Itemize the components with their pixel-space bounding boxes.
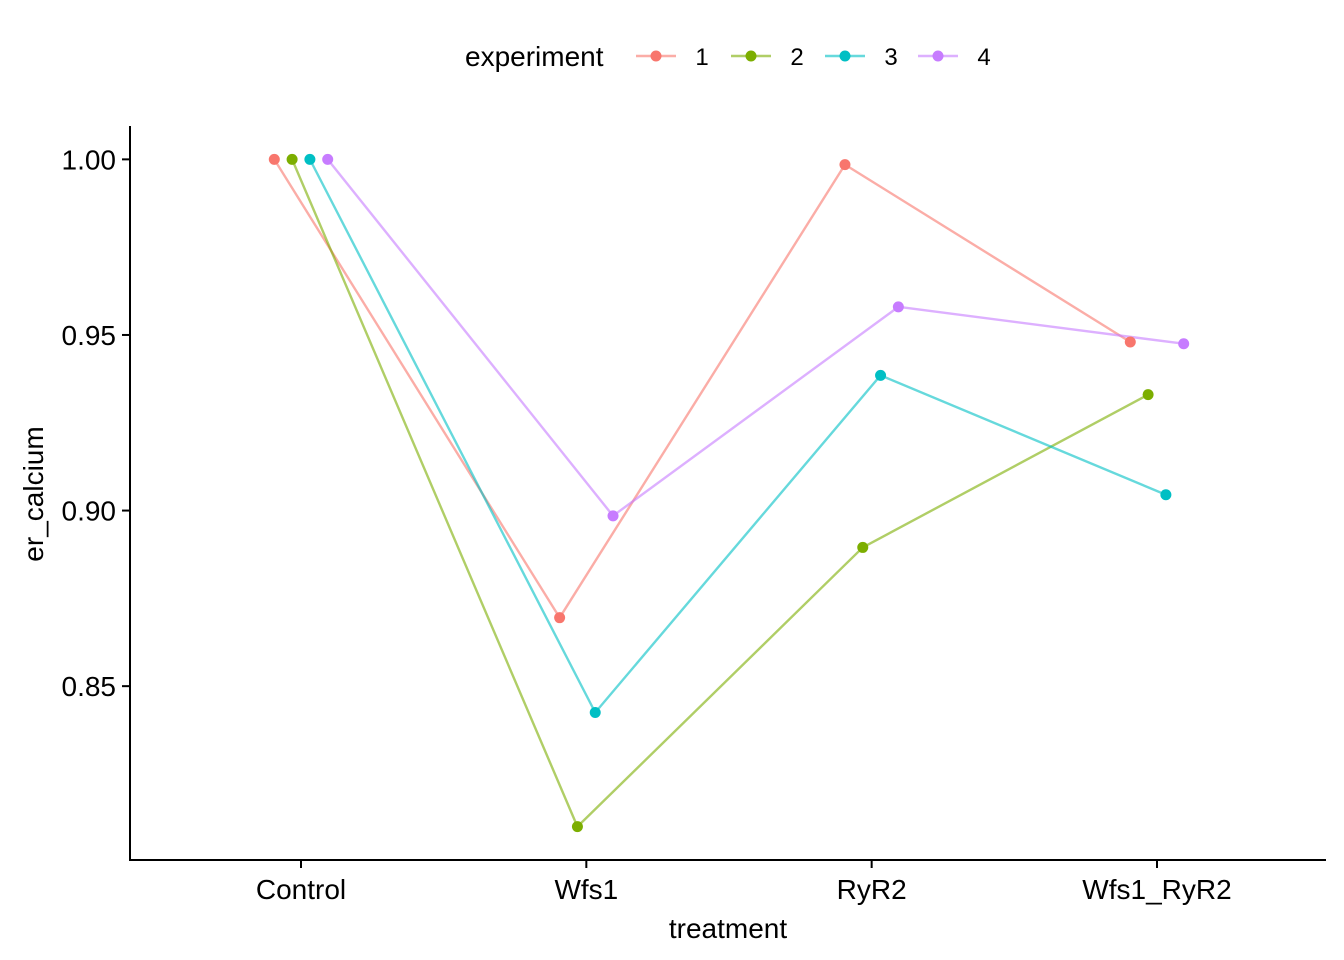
series-lines	[273, 158, 1184, 828]
x-tick-label: Wfs1_RyR2	[1082, 874, 1231, 905]
legend-label: 3	[884, 44, 897, 71]
data-point-4	[1178, 338, 1190, 350]
legend-item-2: 2	[731, 44, 804, 71]
legend-label: 2	[790, 44, 803, 71]
series-line-4	[326, 158, 1184, 518]
x-tick-label: Control	[256, 874, 346, 905]
y-axis-title: er_calcium	[18, 426, 49, 561]
data-point-3	[304, 153, 316, 165]
y-tick-label: 0.85	[62, 671, 117, 702]
data-point-2	[286, 153, 298, 165]
data-point-2	[1142, 389, 1154, 401]
y-tick-label: 0.90	[62, 496, 117, 527]
legend-key-point	[839, 50, 851, 62]
data-point-4	[607, 510, 619, 522]
legend-item-1: 1	[636, 44, 709, 71]
data-point-1	[268, 153, 280, 165]
data-point-4	[322, 153, 334, 165]
data-point-1	[839, 159, 851, 171]
y-tick-label: 1.00	[62, 144, 117, 175]
axes: 0.85 0.90 0.95 1.00 Control Wfs1 RyR2 Wfs1_RyR…	[62, 126, 1326, 905]
x-axis-title: treatment	[669, 913, 787, 944]
series-line-3	[308, 158, 1167, 714]
legend-key-point	[650, 50, 662, 62]
data-point-1	[1124, 336, 1136, 348]
data-point-3	[875, 369, 887, 381]
data-point-3	[589, 706, 601, 718]
series-line-1	[273, 158, 1131, 619]
data-point-2	[571, 821, 583, 833]
legend-key-point	[745, 50, 757, 62]
legend-label: 1	[695, 44, 708, 71]
data-point-1	[554, 612, 566, 624]
legend-item-3: 3	[825, 44, 898, 71]
x-tick-label: Wfs1	[554, 874, 618, 905]
x-tick-label: RyR2	[837, 874, 907, 905]
legend-label: 4	[977, 44, 990, 71]
series-points	[268, 153, 1190, 833]
data-point-2	[857, 541, 869, 553]
legend-key-point	[932, 50, 944, 62]
legend-title: experiment	[465, 41, 604, 72]
data-point-3	[1160, 489, 1172, 501]
data-point-4	[892, 301, 904, 313]
series-line-2	[290, 158, 1149, 828]
legend: experiment 1 2 3 4	[465, 41, 991, 72]
legend-item-4: 4	[918, 44, 991, 71]
y-tick-label: 0.95	[62, 320, 117, 351]
